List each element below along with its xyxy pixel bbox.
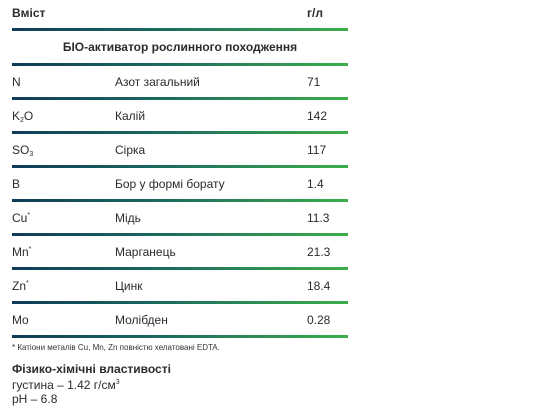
properties-block: Фізико-хімічні властивості густина – 1.4…	[12, 362, 171, 406]
header-units: г/л	[307, 6, 323, 20]
divider	[12, 97, 348, 100]
divider	[12, 199, 348, 202]
element-value: 71	[307, 75, 321, 89]
table-header: Вміст г/л	[12, 0, 348, 28]
divider	[12, 335, 348, 338]
table-row: K2O Калій 142	[12, 100, 348, 131]
element-symbol: N	[12, 75, 21, 89]
element-value: 21.3	[307, 245, 331, 259]
element-value: 0.28	[307, 313, 331, 327]
divider	[12, 165, 348, 168]
element-symbol: SO3	[12, 143, 33, 158]
symbol-subscript: 3	[29, 151, 34, 158]
divider	[12, 301, 348, 304]
table-row: N Азот загальний 71	[12, 66, 348, 97]
element-symbol: Mn*	[12, 245, 31, 259]
element-symbol: B	[12, 177, 20, 191]
element-name: Молібден	[115, 313, 168, 327]
symbol-superscript: *	[27, 212, 31, 219]
ph-line: pH – 6.8	[12, 392, 58, 406]
section-title: БІО-активатор рослинного походження	[62, 40, 298, 54]
density-line: густина – 1.42 г/см3	[12, 376, 171, 392]
symbol-base: Mo	[12, 313, 29, 327]
table-row: B Бор у формі борату 1.4	[12, 168, 348, 199]
element-value: 117	[307, 143, 327, 157]
divider	[12, 267, 348, 270]
element-symbol: K2O	[12, 109, 33, 124]
element-symbol: Cu*	[12, 211, 30, 225]
element-value: 142	[307, 109, 328, 123]
table-row: Zn* Цинк 18.4	[12, 270, 348, 301]
element-value: 1.4	[307, 177, 324, 191]
element-symbol: Mo	[12, 313, 29, 327]
table-body: N Азот загальний 71 K2O Калій 142 SO3 Сірка 117 B…	[12, 66, 348, 338]
table-row: SO3 Сірка 117	[12, 134, 348, 165]
table-row: Cu* Мідь 11.3	[12, 202, 348, 233]
element-symbol: Zn*	[12, 279, 29, 293]
element-name: Калій	[115, 109, 146, 123]
element-name: Бор у формі борату	[115, 177, 225, 191]
table-row: Mo Молібден 0.28	[12, 304, 348, 335]
symbol-superscript: *	[28, 246, 32, 253]
footnote: * Катіони металів Cu, Mn, Zn повністю хе…	[12, 343, 220, 352]
symbol-subscript: 2	[20, 117, 24, 124]
symbol-base: K	[12, 109, 21, 123]
composition-table: Вміст г/л БІО-активатор рослинного поход…	[12, 0, 348, 338]
symbol-base: SO	[12, 143, 30, 157]
density-text: густина – 1.42 г/см	[12, 378, 116, 392]
density-exponent: 3	[115, 379, 120, 386]
element-name: Мідь	[115, 211, 141, 225]
symbol-base: Zn	[12, 279, 27, 293]
element-name: Цинк	[115, 279, 143, 293]
header-content: Вміст	[12, 6, 46, 20]
symbol-base: B	[12, 177, 21, 191]
symbol-base: Cu	[12, 211, 28, 225]
symbol-base: N	[12, 75, 21, 89]
element-value: 11.3	[307, 211, 330, 225]
symbol-superscript: *	[26, 280, 29, 287]
element-name: Марганець	[115, 245, 176, 259]
symbol-base: Mn	[12, 245, 29, 259]
properties-title: Фізико-хімічні властивості	[12, 362, 171, 376]
symbol-tail: O	[23, 109, 34, 123]
element-value: 18.4	[307, 279, 331, 293]
element-name: Сірка	[115, 143, 146, 157]
divider	[12, 233, 348, 236]
divider	[12, 63, 348, 66]
table-row: Mn* Марганець 21.3	[12, 236, 348, 267]
divider	[12, 28, 348, 31]
divider	[12, 131, 348, 134]
element-name: Азот загальний	[115, 75, 200, 89]
